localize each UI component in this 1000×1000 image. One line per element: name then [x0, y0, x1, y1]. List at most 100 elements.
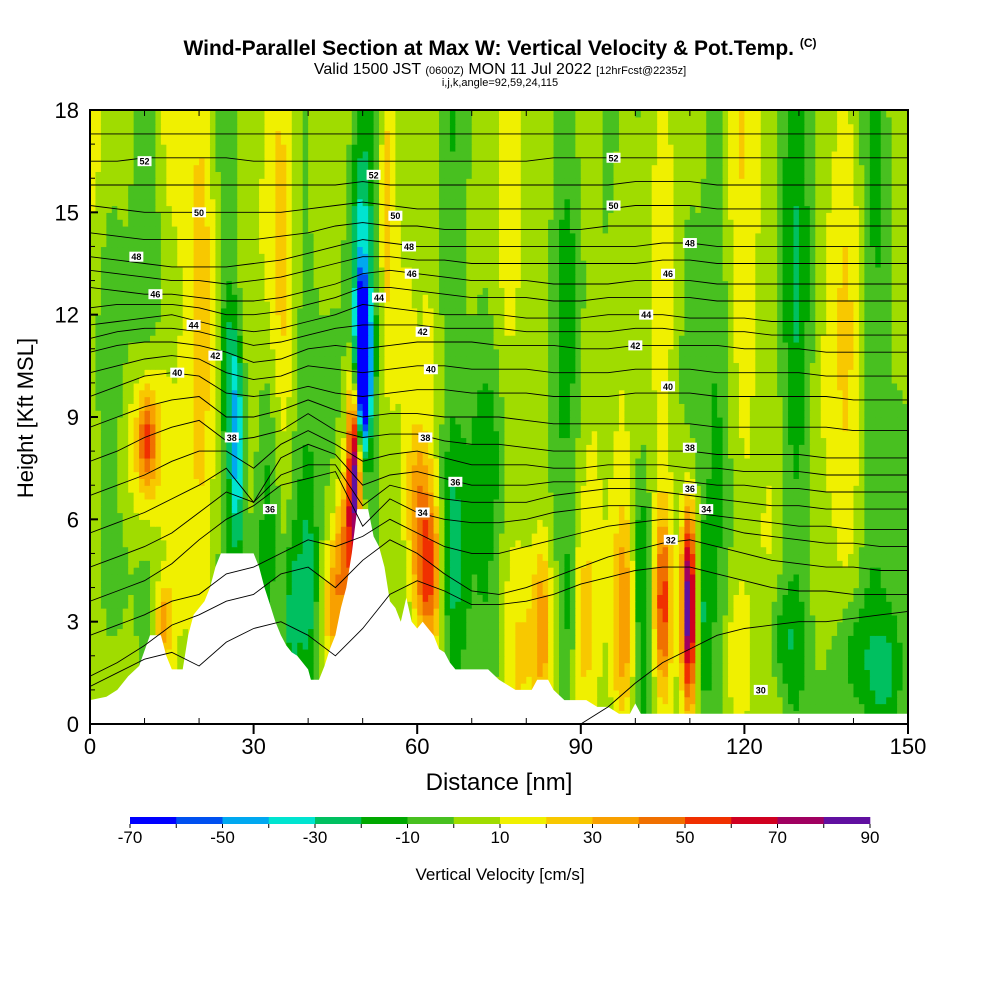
heatmap-cell [820, 560, 827, 568]
heatmap-cell [804, 621, 811, 630]
heatmap-cell [100, 512, 107, 520]
heatmap-cell [531, 635, 538, 643]
heatmap-cell [760, 573, 767, 582]
heatmap-cell [351, 512, 358, 520]
heatmap-cell [798, 539, 805, 548]
heatmap-cell [482, 553, 489, 561]
heatmap-cell [515, 526, 522, 534]
heatmap-cell [848, 553, 855, 561]
heatmap-cell [831, 512, 838, 520]
heatmap-cell [848, 601, 855, 609]
heatmap-cell [553, 512, 560, 520]
heatmap-cell [662, 498, 669, 507]
heatmap-cell [613, 621, 620, 630]
heatmap-cell [624, 696, 631, 705]
heatmap-cell [597, 621, 604, 630]
heatmap-cell [684, 601, 691, 609]
heatmap-cell [291, 505, 298, 514]
heatmap-cell [749, 546, 756, 555]
heatmap-cell [711, 635, 718, 643]
heatmap-cell [662, 560, 669, 568]
heatmap-cell [646, 703, 653, 711]
heatmap-cell [373, 519, 380, 527]
heatmap-cell [280, 601, 287, 609]
heatmap-cell [177, 594, 184, 602]
heatmap-cell [782, 594, 789, 602]
heatmap-cell [766, 676, 773, 684]
heatmap-cell [673, 594, 680, 602]
heatmap-cell [613, 635, 620, 643]
heatmap-cell [515, 614, 522, 623]
heatmap-cell [891, 573, 898, 582]
heatmap-cell [389, 512, 396, 520]
heatmap-cell [853, 676, 860, 684]
heatmap-cell [444, 532, 451, 541]
heatmap-cell [651, 505, 658, 514]
heatmap-cell [313, 505, 320, 514]
heatmap-cell [471, 553, 478, 561]
heatmap-cell [728, 512, 735, 520]
heatmap-cell [433, 519, 440, 527]
heatmap-cell [493, 560, 500, 568]
heatmap-cell [793, 635, 800, 643]
heatmap-cell [749, 587, 756, 595]
heatmap-cell [657, 498, 664, 507]
heatmap-cell [782, 608, 789, 616]
heatmap-cell [384, 567, 391, 575]
heatmap-cell [433, 553, 440, 561]
heatmap-cell [471, 512, 478, 520]
heatmap-cell [771, 587, 778, 595]
heatmap-cell [602, 676, 609, 684]
heatmap-cell [553, 614, 560, 623]
heatmap-cell [286, 553, 293, 561]
heatmap-cell [788, 648, 795, 657]
heatmap-cell [139, 498, 146, 507]
heatmap-cell [106, 648, 113, 657]
heatmap-cell [864, 532, 871, 541]
heatmap-cell [613, 696, 620, 705]
heatmap-cell [302, 560, 309, 568]
heatmap-cell [542, 662, 549, 671]
heatmap-cell [591, 587, 598, 595]
heatmap-cell [313, 580, 320, 589]
heatmap-cell [886, 573, 893, 582]
heatmap-cell [875, 655, 882, 664]
heatmap-cell [466, 635, 473, 643]
heatmap-cell [706, 689, 713, 698]
heatmap-cell [809, 519, 816, 527]
heatmap-cell [597, 567, 604, 575]
heatmap-cell [253, 546, 260, 555]
heatmap-cell [111, 655, 118, 664]
heatmap-cell [564, 587, 571, 595]
heatmap-cell [597, 669, 604, 677]
heatmap-cell [122, 580, 129, 589]
heatmap-cell [111, 669, 118, 677]
heatmap-cell [837, 587, 844, 595]
heatmap-cell [553, 642, 560, 650]
heatmap-cell [738, 689, 745, 698]
heatmap-cell [297, 655, 304, 664]
heatmap-cell [395, 580, 402, 589]
heatmap-cell [678, 512, 686, 520]
heatmap-cell [106, 608, 113, 616]
heatmap-cell [618, 689, 626, 698]
heatmap-cell [199, 498, 206, 507]
heatmap-cell [166, 628, 173, 636]
heatmap-cell [733, 587, 740, 595]
heatmap-cell [706, 573, 713, 582]
heatmap-cell [788, 614, 795, 623]
heatmap-cell [777, 539, 784, 548]
heatmap-cell [798, 498, 805, 507]
heatmap-cell [308, 642, 315, 650]
heatmap-cell [569, 560, 576, 568]
heatmap-cell [738, 703, 745, 711]
heatmap-cell [204, 573, 211, 582]
heatmap-cell [444, 614, 451, 623]
heatmap-cell [864, 512, 871, 520]
heatmap-cell [902, 635, 908, 643]
heatmap-cell [853, 614, 860, 623]
heatmap-cell [706, 628, 713, 636]
heatmap-cell [782, 573, 789, 582]
heatmap-cell [722, 608, 729, 616]
heatmap-cell [351, 498, 358, 507]
